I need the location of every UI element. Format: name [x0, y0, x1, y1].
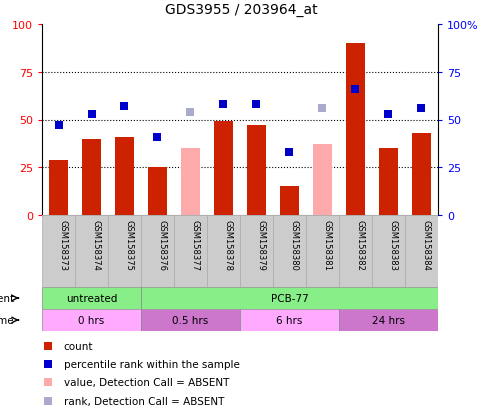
- Bar: [412, 133, 430, 216]
- Bar: [174, 216, 207, 287]
- Bar: [405, 216, 438, 287]
- Bar: [380, 149, 398, 216]
- Text: PCB-77: PCB-77: [270, 293, 308, 303]
- Bar: [240, 216, 273, 287]
- Bar: [148, 168, 167, 216]
- Bar: [182, 149, 199, 216]
- Bar: [42, 216, 75, 287]
- Bar: [141, 216, 174, 287]
- Text: GSM158383: GSM158383: [388, 219, 398, 270]
- Bar: [306, 216, 339, 287]
- Text: time: time: [0, 315, 14, 325]
- Bar: [108, 216, 141, 287]
- Text: count: count: [64, 341, 93, 351]
- Bar: [42, 310, 141, 331]
- Text: untreated: untreated: [66, 293, 117, 303]
- Text: GDS3955 / 203964_at: GDS3955 / 203964_at: [165, 3, 318, 17]
- Bar: [339, 310, 438, 331]
- Bar: [339, 216, 372, 287]
- Bar: [214, 122, 233, 216]
- Text: GSM158380: GSM158380: [289, 219, 298, 270]
- Bar: [141, 310, 240, 331]
- Bar: [49, 160, 68, 216]
- Bar: [273, 216, 306, 287]
- Text: percentile rank within the sample: percentile rank within the sample: [64, 359, 240, 369]
- Text: value, Detection Call = ABSENT: value, Detection Call = ABSENT: [64, 377, 229, 387]
- Bar: [372, 216, 405, 287]
- Text: GSM158374: GSM158374: [91, 219, 100, 270]
- Text: GSM158381: GSM158381: [323, 219, 331, 270]
- Bar: [281, 187, 298, 216]
- Text: 6 hrs: 6 hrs: [276, 315, 303, 325]
- Bar: [313, 145, 331, 216]
- Bar: [75, 216, 108, 287]
- Text: rank, Detection Call = ABSENT: rank, Detection Call = ABSENT: [64, 396, 224, 406]
- Text: GSM158375: GSM158375: [125, 219, 133, 270]
- Bar: [115, 138, 134, 216]
- Text: GSM158382: GSM158382: [355, 219, 365, 270]
- Text: GSM158378: GSM158378: [224, 219, 232, 270]
- Text: GSM158373: GSM158373: [58, 219, 68, 270]
- Bar: [83, 139, 100, 216]
- Text: GSM158376: GSM158376: [157, 219, 167, 270]
- Text: agent: agent: [0, 293, 14, 303]
- Bar: [207, 216, 240, 287]
- Text: GSM158379: GSM158379: [256, 219, 266, 270]
- Bar: [240, 310, 339, 331]
- Bar: [346, 44, 365, 216]
- Bar: [141, 288, 438, 309]
- Text: 0 hrs: 0 hrs: [78, 315, 105, 325]
- Text: 0.5 hrs: 0.5 hrs: [172, 315, 209, 325]
- Bar: [247, 126, 266, 216]
- Text: GSM158384: GSM158384: [422, 219, 430, 270]
- Bar: [42, 288, 141, 309]
- Text: GSM158377: GSM158377: [190, 219, 199, 270]
- Text: 24 hrs: 24 hrs: [372, 315, 405, 325]
